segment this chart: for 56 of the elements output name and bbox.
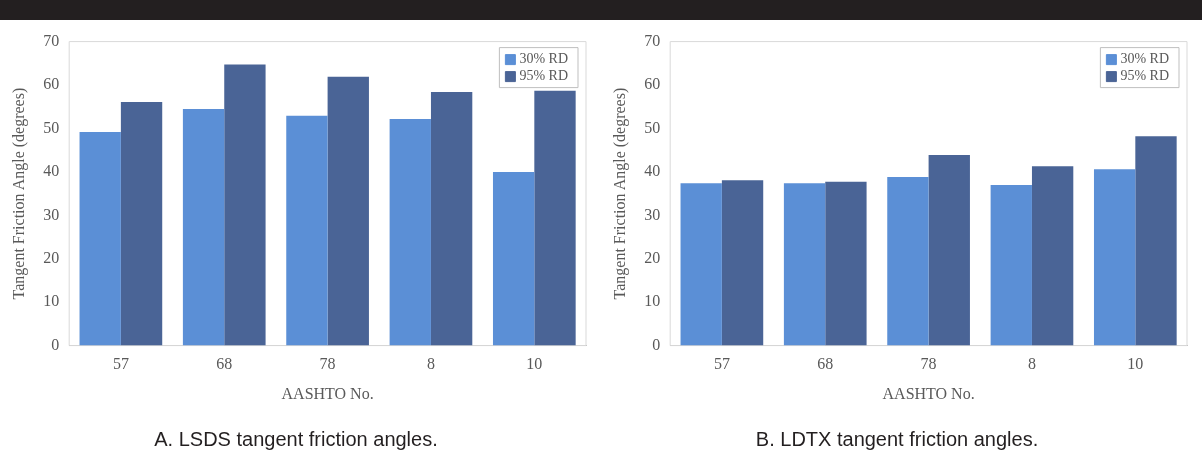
x-tick-label: 10 <box>1127 355 1144 373</box>
text: B. LDTX tangent friction angles. <box>755 427 1039 450</box>
x-tick-label: 68 <box>817 355 834 373</box>
x-tick-label: 68 <box>216 355 233 373</box>
bar <box>825 181 867 346</box>
bar <box>327 76 369 346</box>
bar <box>721 180 764 346</box>
x-tick-label: 10 <box>526 355 543 373</box>
x-axis-title: AASHTO No. <box>281 384 374 402</box>
bar <box>389 118 431 346</box>
legend-label: 30% RD <box>1120 51 1170 67</box>
x-tick-label: 8 <box>426 355 435 373</box>
bar <box>430 91 473 346</box>
bar <box>120 101 163 346</box>
y-tick-label: 40 <box>644 162 661 180</box>
bar <box>887 177 929 346</box>
bar <box>224 64 266 346</box>
bar <box>534 90 576 346</box>
y-tick-label: 0 <box>51 335 60 353</box>
y-tick-label: 10 <box>644 292 661 310</box>
x-tick-label: 8 <box>1027 355 1036 373</box>
x-tick-label: 57 <box>713 355 730 373</box>
y-tick-label: 50 <box>644 118 661 136</box>
x-tick-label: 78 <box>920 355 937 373</box>
bar <box>680 183 722 346</box>
legend-label: 95% RD <box>1120 68 1170 84</box>
bar <box>990 184 1032 346</box>
legend-label: 95% RD <box>519 68 569 84</box>
bar <box>286 115 328 346</box>
y-axis-title: Tangent Friction Angle (degrees) <box>9 87 28 300</box>
y-tick-label: 60 <box>43 75 60 93</box>
bar <box>182 108 225 346</box>
y-tick-label: 60 <box>644 75 661 93</box>
bar <box>1031 166 1074 346</box>
y-tick-label: 70 <box>644 31 661 49</box>
y-tick-label: 50 <box>43 118 60 136</box>
text: A. LSDS tangent friction angles. <box>154 427 438 450</box>
y-axis-title: Tangent Friction Angle (degrees) <box>610 87 629 300</box>
y-tick-label: 70 <box>43 31 60 49</box>
y-tick-label: 20 <box>644 248 661 266</box>
bar <box>783 183 826 346</box>
x-axis-title: AASHTO No. <box>882 384 975 402</box>
x-tick-label: 57 <box>112 355 129 373</box>
legend-label: 30% RD <box>519 51 569 67</box>
bar <box>492 171 535 346</box>
bar <box>928 154 970 346</box>
y-tick-label: 40 <box>43 162 60 180</box>
bar <box>1135 136 1177 346</box>
bar <box>79 131 121 346</box>
y-tick-label: 10 <box>43 292 60 310</box>
y-tick-label: 20 <box>43 248 60 266</box>
x-tick-label: 78 <box>319 355 336 373</box>
bar <box>1093 169 1136 346</box>
y-tick-label: 0 <box>652 335 661 353</box>
y-tick-label: 30 <box>43 205 60 223</box>
y-tick-label: 30 <box>644 205 661 223</box>
